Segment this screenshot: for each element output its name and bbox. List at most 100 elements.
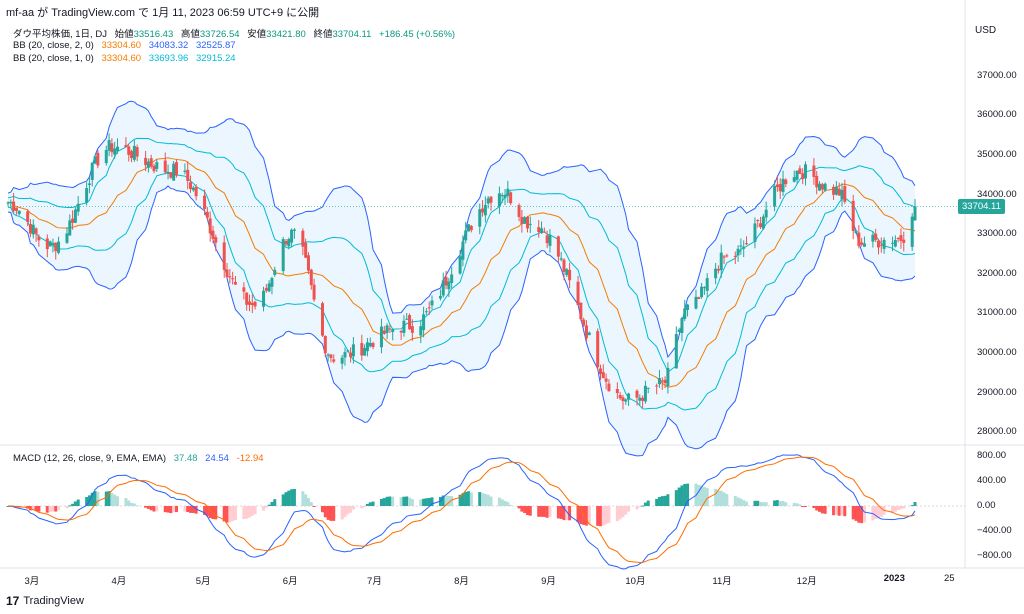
macd-histogram-bar xyxy=(51,506,55,512)
macd-histogram-bar xyxy=(854,506,858,521)
candle-body xyxy=(714,268,718,279)
candle-body xyxy=(405,318,409,320)
bb1-basis-value: 33304.60 xyxy=(101,40,142,51)
symbol-legend: ダウ平均株価, 1日, DJ 始値33516.43 高値33726.54 安値3… xyxy=(13,26,460,40)
candle-body xyxy=(186,169,190,181)
macd-histogram-bar xyxy=(857,506,861,523)
bb1-legend[interactable]: BB (20, close, 2, 0) 33304.60 34083.32 3… xyxy=(13,40,241,51)
macd-histogram-bar xyxy=(71,503,75,506)
macd-histogram-bar xyxy=(332,506,336,521)
candle-body xyxy=(803,164,807,179)
candle-body xyxy=(225,269,229,278)
candle-body xyxy=(537,227,541,233)
candle-body xyxy=(736,248,740,256)
candle-body xyxy=(686,304,690,310)
macd-histogram-bar xyxy=(478,492,482,506)
candle-body xyxy=(340,357,344,364)
macd-histogram-bar xyxy=(264,506,268,508)
candle-body xyxy=(902,239,906,243)
symbol-name[interactable]: ダウ平均株価, 1日, DJ xyxy=(13,29,107,40)
macd-histogram-bar xyxy=(556,506,560,519)
candle-body xyxy=(273,269,277,275)
macd-histogram-bar xyxy=(205,506,209,517)
candle-body xyxy=(183,170,187,172)
candle-body xyxy=(745,243,749,245)
candle-body xyxy=(565,269,569,275)
macd-histogram-bar xyxy=(346,506,350,515)
macd-histogram-bar xyxy=(222,506,226,522)
bb2-legend[interactable]: BB (20, close, 1, 0) 33304.60 33693.96 3… xyxy=(13,53,241,64)
candle-body xyxy=(301,230,305,247)
candle-body xyxy=(604,378,608,382)
macd-histogram-bar xyxy=(166,506,170,513)
candle-body xyxy=(31,224,35,235)
candle-body xyxy=(725,255,729,257)
candle-body xyxy=(739,245,743,247)
price-axis-unit: USD xyxy=(975,25,997,36)
macd-histogram-bar xyxy=(461,493,465,506)
macd-histogram-bar xyxy=(270,501,274,506)
candle-body xyxy=(677,329,681,332)
candle-body xyxy=(399,330,403,333)
candle-body xyxy=(893,239,897,247)
candle-body xyxy=(913,206,917,221)
macd-histogram-bar xyxy=(778,501,782,506)
macd-histogram-bar xyxy=(343,506,347,517)
macd-histogram-bar xyxy=(225,506,229,523)
macd-histogram-bar xyxy=(321,506,325,513)
candle-body xyxy=(391,329,395,332)
candle-body xyxy=(51,242,55,246)
macd-histogram-bar xyxy=(576,506,580,523)
candle-body xyxy=(211,230,215,240)
candle-body xyxy=(222,242,226,270)
macd-histogram-bar xyxy=(104,491,108,506)
macd-histogram-bar xyxy=(360,506,364,509)
candle-body xyxy=(601,372,605,379)
candle-body xyxy=(450,274,454,283)
candle-body xyxy=(228,276,232,278)
candle-body xyxy=(12,201,16,211)
macd-histogram-bar xyxy=(183,506,187,512)
candle-body xyxy=(130,151,134,159)
candle-body xyxy=(461,241,465,260)
macd-signal-value: -12.94 xyxy=(236,453,264,464)
candle-body xyxy=(155,162,159,169)
candle-body xyxy=(478,209,482,227)
candle-body xyxy=(71,218,75,223)
bb1-label: BB (20, close, 2, 0) xyxy=(13,40,94,51)
macd-histogram-bar xyxy=(840,506,844,516)
candle-body xyxy=(700,286,704,298)
high-label: 高値 xyxy=(180,29,200,40)
time-axis-tick: 4月 xyxy=(111,576,127,587)
time-axis-tick: 5月 xyxy=(195,576,211,587)
candle-body xyxy=(840,189,844,200)
candle-body xyxy=(6,202,10,204)
macd-histogram-bar xyxy=(851,506,855,520)
candle-body xyxy=(346,350,350,352)
candle-body xyxy=(579,302,583,320)
macd-histogram-bar xyxy=(174,506,178,513)
candle-body xyxy=(135,147,139,157)
candle-body xyxy=(264,287,268,291)
macd-histogram-bar xyxy=(837,506,841,516)
macd-histogram-bar xyxy=(130,502,134,506)
candle-body xyxy=(76,203,80,212)
macd-histogram-bar xyxy=(584,506,588,526)
macd-histogram-bar xyxy=(363,506,367,507)
macd-legend[interactable]: MACD (12, 26, close, 9, EMA, EMA) 37.48 … xyxy=(13,453,269,464)
macd-histogram-bar xyxy=(761,502,765,506)
candle-body xyxy=(116,146,120,152)
macd-histogram-bar xyxy=(233,506,237,521)
candle-body xyxy=(775,184,779,187)
candle-body xyxy=(422,314,426,331)
low-label: 安値 xyxy=(247,29,267,40)
macd-line-value: 24.54 xyxy=(205,453,229,464)
macd-histogram-bar xyxy=(506,502,510,506)
candle-body xyxy=(321,303,325,336)
macd-histogram-bar xyxy=(714,488,718,506)
time-axis-tick: 10月 xyxy=(625,576,646,587)
candle-body xyxy=(107,140,111,151)
candle-body xyxy=(388,328,392,330)
macd-histogram-bar xyxy=(500,499,504,506)
